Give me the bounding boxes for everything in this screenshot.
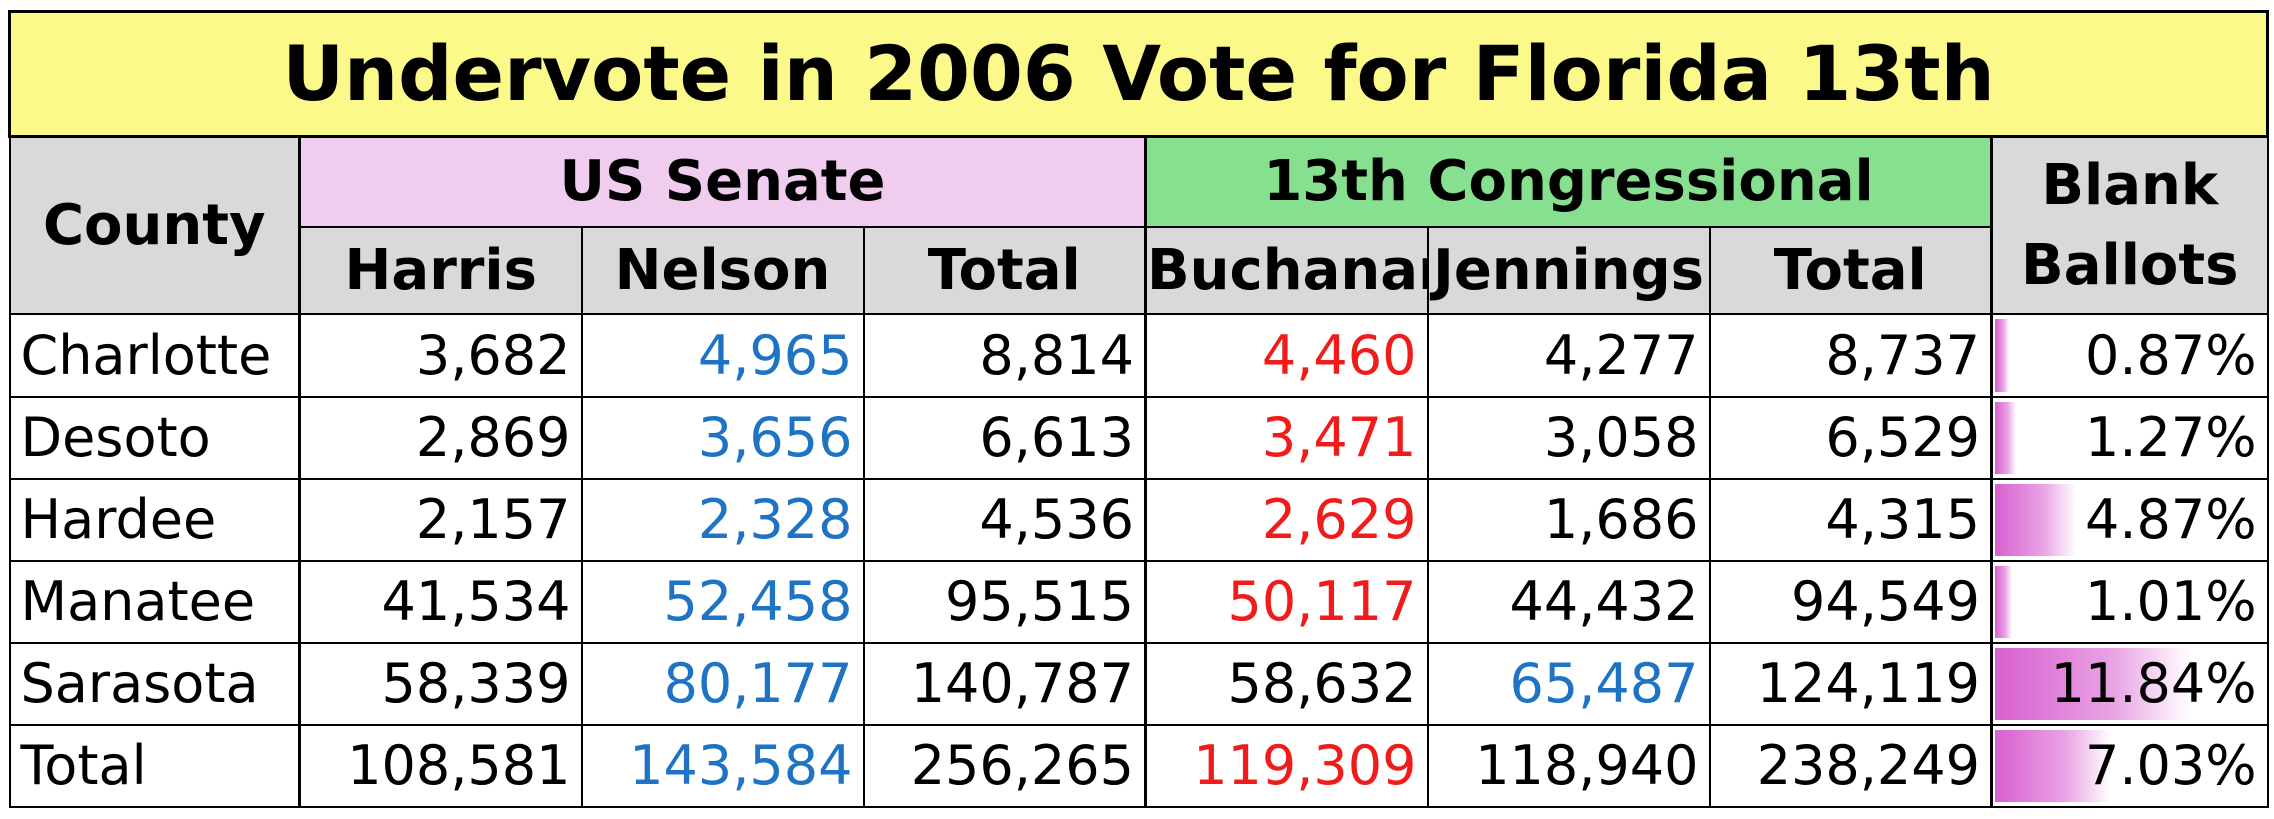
congress-total-cell: 238,249	[1708, 723, 1993, 809]
buchanan-header: Buchanan	[1144, 226, 1429, 316]
county-cell: Desoto	[8, 395, 301, 480]
blank-ballots-cell: 1.27%	[1990, 395, 2269, 480]
blank-ballots-header: Blank Ballots	[1990, 135, 2269, 316]
blank-ballots-value: 1.27%	[2085, 406, 2257, 470]
blank-ballots-cell: 0.87%	[1990, 313, 2269, 398]
harris-cell: 108,581	[298, 723, 583, 809]
jennings-cell: 4,277	[1426, 313, 1711, 398]
blank-header-line2: Ballots	[2021, 232, 2239, 298]
jennings-cell: 65,487	[1426, 641, 1711, 726]
congress-total-header: Total	[1708, 226, 1993, 316]
senate-total-cell: 256,265	[862, 723, 1147, 809]
blank-ballots-value: 1.01%	[2085, 570, 2257, 634]
senate-total-cell: 140,787	[862, 641, 1147, 726]
blank-ballots-databar	[1995, 729, 2112, 802]
county-header: County	[8, 135, 301, 316]
senate-total-cell: 95,515	[862, 559, 1147, 644]
blank-ballots-databar	[1995, 565, 2012, 638]
harris-cell: 41,534	[298, 559, 583, 644]
blank-ballots-cell: 11.84%	[1990, 641, 2269, 726]
harris-cell: 3,682	[298, 313, 583, 398]
jennings-cell: 118,940	[1426, 723, 1711, 809]
blank-header-line1: Blank	[2041, 152, 2219, 218]
harris-cell: 58,339	[298, 641, 583, 726]
buchanan-cell: 2,629	[1144, 477, 1429, 562]
table-row: Charlotte 3,682 4,965 8,814 4,460 4,277 8,737 0…	[8, 313, 2269, 398]
buchanan-cell: 58,632	[1144, 641, 1429, 726]
blank-ballots-databar	[1995, 401, 2017, 474]
buchanan-cell: 119,309	[1144, 723, 1429, 809]
nelson-cell: 52,458	[580, 559, 865, 644]
header-row-columns: Harris Nelson Total Buchanan Jennings To…	[10, 226, 2268, 316]
header-row-groups: County US Senate 13th Congressional Blan…	[8, 135, 2269, 316]
nelson-cell: 3,656	[580, 395, 865, 480]
jennings-header: Jennings	[1426, 226, 1711, 316]
table-row: Total 108,581 143,584 256,265 119,309 118,940…	[8, 723, 2269, 809]
nelson-cell: 2,328	[580, 477, 865, 562]
county-cell: Manatee	[8, 559, 301, 644]
nelson-header: Nelson	[580, 226, 865, 316]
harris-cell: 2,157	[298, 477, 583, 562]
title-row: Undervote in 2006 Vote for Florida 13th	[7, 10, 2270, 138]
nelson-cell: 4,965	[580, 313, 865, 398]
blank-ballots-databar	[1995, 483, 2076, 556]
blank-ballots-cell: 7.03%	[1990, 723, 2269, 809]
senate-total-cell: 4,536	[862, 477, 1147, 562]
blank-ballots-value: 7.03%	[2085, 734, 2257, 798]
county-cell: Charlotte	[8, 313, 301, 398]
jennings-cell: 3,058	[1426, 395, 1711, 480]
buchanan-cell: 4,460	[1144, 313, 1429, 398]
blank-ballots-value: 0.87%	[2085, 324, 2257, 388]
county-cell: Hardee	[8, 477, 301, 562]
congress-total-cell: 124,119	[1708, 641, 1993, 726]
congress-total-cell: 94,549	[1708, 559, 1993, 644]
jennings-cell: 44,432	[1426, 559, 1711, 644]
table-row: Sarasota 58,339 80,177 140,787 58,632 65,487 1…	[8, 641, 2269, 726]
undervote-table: Undervote in 2006 Vote for Florida 13th …	[7, 10, 2270, 809]
harris-header: Harris	[298, 226, 583, 316]
senate-group-header: US Senate	[298, 135, 1147, 229]
congress-total-cell: 4,315	[1708, 477, 1993, 562]
harris-cell: 2,869	[298, 395, 583, 480]
table-row: Hardee 2,157 2,328 4,536 2,629 1,686 4,315 4.87…	[8, 477, 2269, 562]
senate-total-header: Total	[862, 226, 1147, 316]
blank-ballots-cell: 4.87%	[1990, 477, 2269, 562]
senate-total-cell: 6,613	[862, 395, 1147, 480]
buchanan-cell: 3,471	[1144, 395, 1429, 480]
congress-total-cell: 8,737	[1708, 313, 1993, 398]
nelson-cell: 143,584	[580, 723, 865, 809]
table-row: Manatee 41,534 52,458 95,515 50,117 44,432 94,…	[8, 559, 2269, 644]
blank-ballots-value: 11.84%	[2050, 652, 2257, 716]
blank-ballots-databar	[1995, 647, 2191, 720]
jennings-cell: 1,686	[1426, 477, 1711, 562]
table-row: Desoto 2,869 3,656 6,613 3,471 3,058 6,529 1.27…	[8, 395, 2269, 480]
buchanan-cell: 50,117	[1144, 559, 1429, 644]
blank-ballots-databar	[1995, 319, 2010, 392]
congress-group-header: 13th Congressional	[1144, 135, 1993, 229]
senate-total-cell: 8,814	[862, 313, 1147, 398]
nelson-cell: 80,177	[580, 641, 865, 726]
blank-ballots-value: 4.87%	[2085, 488, 2257, 552]
congress-total-cell: 6,529	[1708, 395, 1993, 480]
county-cell: Sarasota	[8, 641, 301, 726]
table-title: Undervote in 2006 Vote for Florida 13th	[7, 10, 2270, 138]
county-cell: Total	[8, 723, 301, 809]
blank-ballots-cell: 1.01%	[1990, 559, 2269, 644]
